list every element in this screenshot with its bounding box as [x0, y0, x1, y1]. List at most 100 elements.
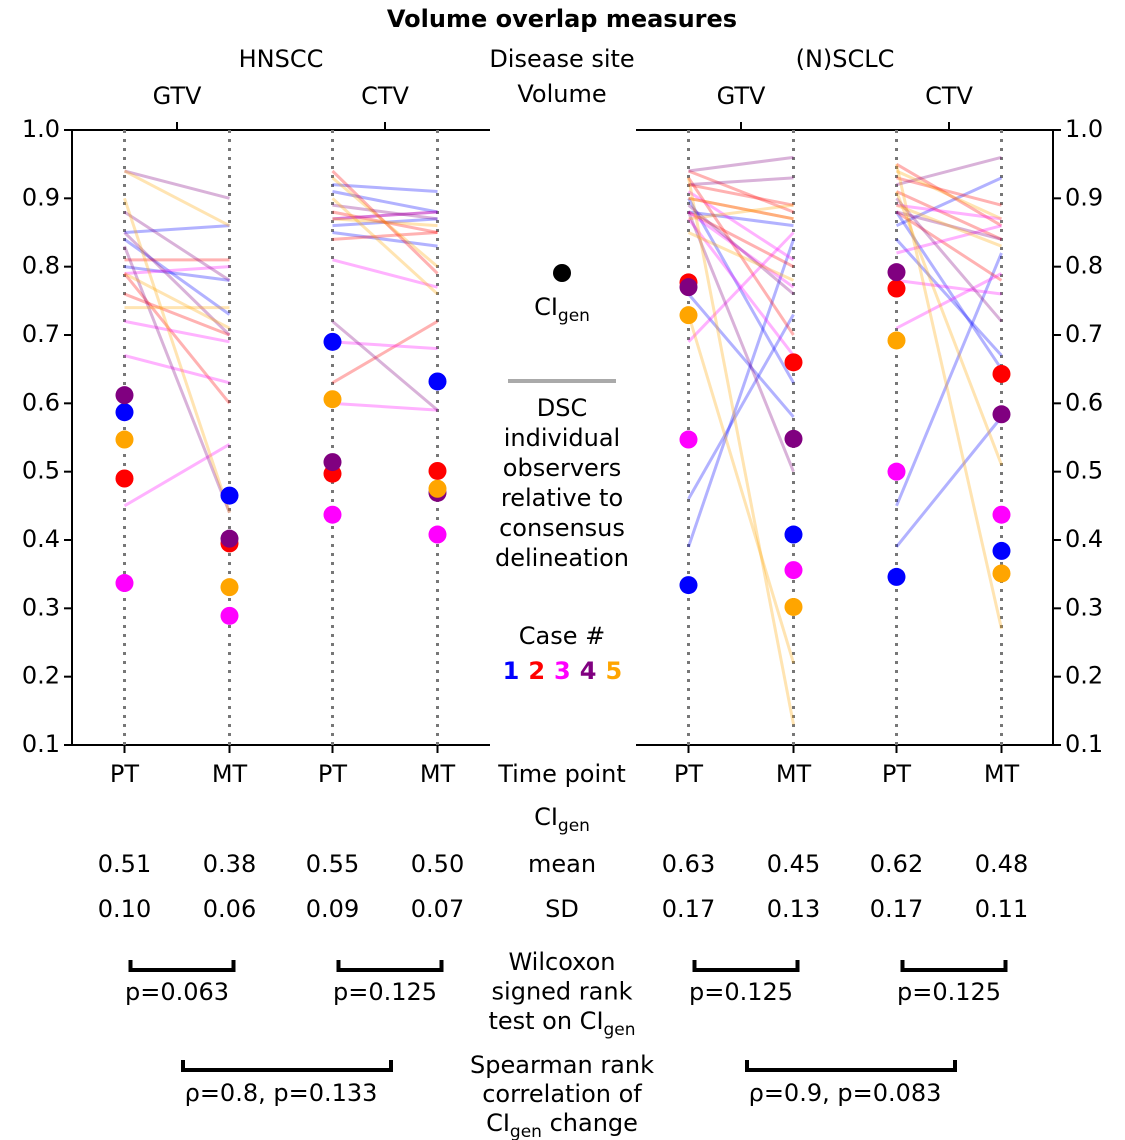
- spearman-result: ρ=0.8, p=0.133: [185, 1079, 378, 1107]
- legend-case: 5: [605, 657, 622, 685]
- observer-line: [332, 231, 438, 241]
- volume-label: CTV: [361, 82, 409, 110]
- sd-value: 0.11: [975, 895, 1028, 923]
- ci-gen-dot: [220, 606, 239, 625]
- observer-line: [687, 177, 795, 725]
- ci-gen-dot: [784, 429, 803, 448]
- ci-gen-dot: [887, 263, 906, 282]
- observer-line: [896, 210, 1002, 241]
- mean-value: 0.62: [870, 850, 923, 878]
- legend-label: consensus: [499, 514, 625, 542]
- observer-line: [688, 210, 794, 228]
- wilcoxon-p: p=0.063: [125, 978, 229, 1006]
- text-sub: gen: [604, 1020, 636, 1040]
- chart-title: Volume overlap measures: [387, 5, 737, 33]
- ci-gen-dot: [887, 462, 906, 481]
- observer-line: [123, 272, 231, 330]
- legend-case: 4: [580, 657, 597, 685]
- y-tick-label: 1.0: [1065, 115, 1103, 143]
- legend-case: 1: [503, 657, 520, 685]
- observer-line: [688, 196, 794, 221]
- ci-gen-dot: [992, 364, 1011, 383]
- observer-line: [123, 169, 231, 227]
- observer-line: [895, 190, 1003, 241]
- observer-line: [687, 169, 795, 214]
- bracket: [128, 960, 236, 972]
- legend-case: 2: [528, 657, 545, 685]
- ci-gen-dot: [887, 567, 906, 586]
- volume-label: GTV: [153, 82, 202, 110]
- x-tick-label: PT: [110, 760, 139, 788]
- observer-line: [123, 292, 231, 337]
- observer-line: [688, 155, 794, 173]
- mean-value: 0.48: [975, 850, 1028, 878]
- observer-line: [688, 176, 794, 187]
- row-label: mean: [528, 850, 596, 878]
- y-tick-label: 0.9: [22, 183, 60, 211]
- legend-label: observers: [503, 454, 621, 482]
- observer-line: [895, 210, 1003, 282]
- observer-line: [896, 278, 1002, 296]
- observer-line: [123, 238, 231, 316]
- y-tick-label: 0.7: [1065, 320, 1103, 348]
- observer-line: [331, 197, 439, 296]
- observer-line: [687, 210, 795, 289]
- y-tick-label: 0.8: [22, 252, 60, 280]
- x-tick-label: MT: [212, 760, 248, 788]
- observer-line: [896, 155, 1002, 187]
- wilcoxon-p: p=0.125: [333, 978, 437, 1006]
- observer-line: [895, 190, 1003, 466]
- volume-label: GTV: [717, 82, 766, 110]
- observer-line: [123, 272, 231, 405]
- mean-value: 0.45: [767, 850, 820, 878]
- y-tick-label: 0.6: [22, 388, 60, 416]
- observer-line: [123, 443, 231, 508]
- observer-line: [688, 183, 794, 207]
- site-label: HNSCC: [239, 45, 324, 73]
- y-tick-label: 0.3: [22, 593, 60, 621]
- observer-line: [124, 224, 230, 234]
- observer-line: [332, 217, 438, 228]
- ci-gen-dot: [679, 306, 698, 325]
- observer-line: [687, 238, 795, 548]
- y-tick-label: 0.3: [1065, 593, 1103, 621]
- ci-gen-dot: [115, 403, 134, 422]
- sd-value: 0.07: [411, 895, 464, 923]
- mean-value: 0.38: [203, 850, 256, 878]
- text-sub: gen: [558, 306, 590, 326]
- observer-line: [124, 265, 230, 282]
- observer-line: [895, 169, 1003, 221]
- text-main: test on CI: [488, 1007, 603, 1035]
- observer-line: [687, 197, 795, 384]
- observer-line: [687, 231, 795, 343]
- ci-gen-dot: [323, 332, 342, 351]
- row-label: Disease site: [489, 45, 634, 73]
- observer-line: [332, 210, 438, 221]
- site-label: (N)SCLC: [796, 45, 895, 73]
- y-tick-label: 0.8: [1065, 252, 1103, 280]
- sd-value: 0.10: [98, 895, 151, 923]
- observer-line: [124, 319, 230, 344]
- x-tick-label: PT: [674, 760, 703, 788]
- x-tick-label: PT: [318, 760, 347, 788]
- y-tick-label: 1.0: [22, 115, 60, 143]
- observer-line: [687, 211, 795, 473]
- y-tick-label: 0.4: [1065, 525, 1103, 553]
- test-label: test on CIgen: [488, 1007, 635, 1040]
- text-main: CI: [534, 803, 558, 831]
- legend-ci-marker: [553, 264, 571, 282]
- wilcoxon-p: p=0.125: [689, 978, 793, 1006]
- ci-gen-dot: [115, 469, 134, 488]
- observer-line: [332, 401, 438, 412]
- mean-value: 0.55: [306, 850, 359, 878]
- observer-line: [895, 272, 1003, 330]
- observer-line: [895, 197, 1003, 323]
- ci-gen-dot: [115, 386, 134, 405]
- spearman-result: ρ=0.9, p=0.083: [749, 1079, 942, 1107]
- row-label: CIgen: [534, 803, 590, 836]
- observer-line: [124, 265, 230, 275]
- observer-line: [687, 313, 795, 500]
- y-tick-label: 0.1: [22, 730, 60, 758]
- legend-label: individual: [504, 424, 620, 452]
- observer-line: [896, 203, 1002, 221]
